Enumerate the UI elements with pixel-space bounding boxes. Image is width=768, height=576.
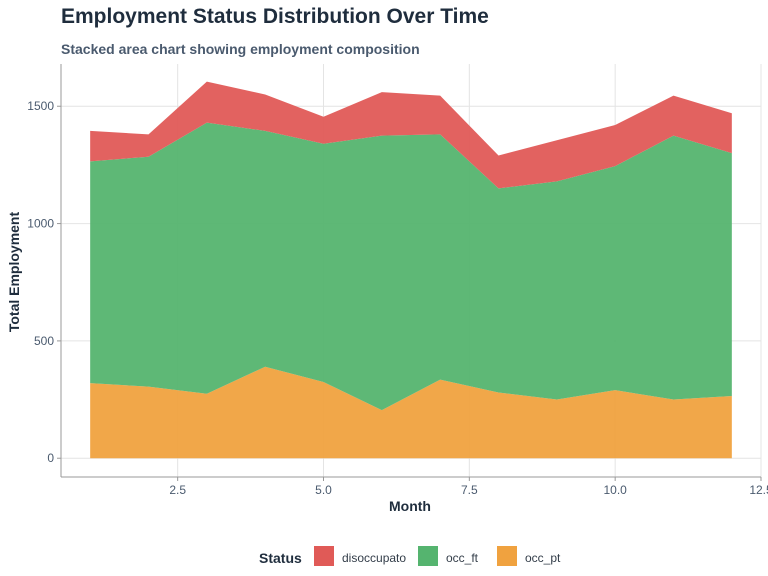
y-tick-label: 500 xyxy=(34,334,54,348)
area-series xyxy=(90,81,732,459)
legend-label: occ_ft xyxy=(446,551,479,565)
axes: 0 500 1000 1500 2.5 5.0 7.5 10.0 12.5 xyxy=(27,64,768,497)
legend-title: Status xyxy=(259,550,302,566)
legend-swatch-occ-ft xyxy=(418,546,438,566)
x-tick-label: 5.0 xyxy=(315,483,332,497)
area-disoccupato xyxy=(90,81,732,189)
x-axis-title: Month xyxy=(389,498,431,514)
x-tick-label: 7.5 xyxy=(461,483,478,497)
x-tick-label: 10.0 xyxy=(603,483,627,497)
y-tick-label: 1500 xyxy=(27,99,54,113)
chart-subtitle: Stacked area chart showing employment co… xyxy=(61,41,420,57)
y-tick-label: 0 xyxy=(47,451,54,465)
x-tick-label: 12.5 xyxy=(749,483,768,497)
legend-label: occ_pt xyxy=(525,551,561,565)
y-tick-label: 1000 xyxy=(27,217,54,231)
legend: Status disoccupato occ_ft occ_pt xyxy=(259,546,561,566)
area-occ-ft xyxy=(90,122,732,411)
chart-title: Employment Status Distribution Over Time xyxy=(61,5,489,28)
legend-label: disoccupato xyxy=(342,551,406,565)
area-occ-pt xyxy=(90,366,732,459)
legend-swatch-occ-pt xyxy=(497,546,517,566)
y-axis-title: Total Employment xyxy=(6,212,22,333)
x-tick-label: 2.5 xyxy=(169,483,186,497)
legend-swatch-disoccupato xyxy=(314,546,334,566)
